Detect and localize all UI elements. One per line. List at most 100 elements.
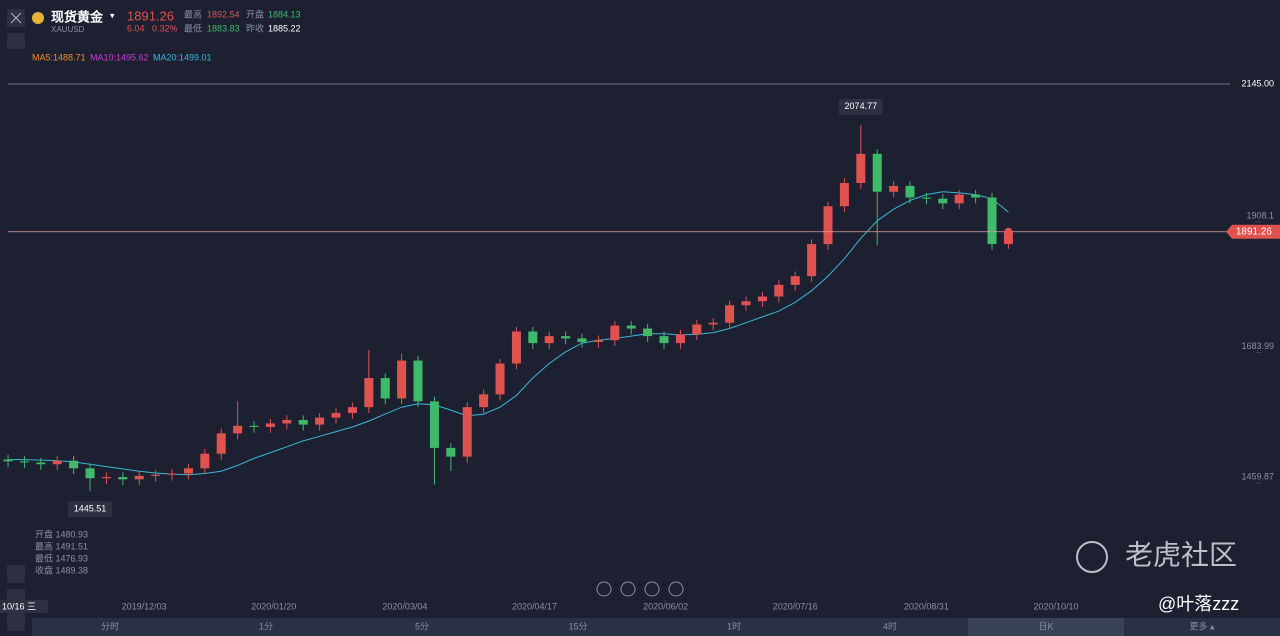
candle-body [446, 447, 456, 457]
candle-body [544, 336, 554, 344]
tab[interactable]: 4时 [883, 620, 897, 631]
candle-body [347, 407, 357, 413]
candle-body [282, 419, 292, 424]
stat-value: 1885.22 [268, 23, 301, 33]
zoom-in[interactable] [668, 581, 684, 597]
title: 现货黄金 [51, 9, 104, 24]
candle-body [954, 194, 964, 204]
tool-button[interactable] [7, 613, 25, 631]
info: 开盘 1480.93 [35, 528, 88, 539]
zoom-out[interactable] [596, 581, 612, 597]
stat-label: 开盘 [246, 8, 264, 19]
x-tick-label: 2020/04/17 [512, 601, 557, 611]
candle-body [413, 360, 423, 402]
candle-body [36, 462, 46, 465]
tab[interactable]: 15分 [568, 621, 587, 631]
candle-body [610, 325, 620, 341]
candle-body [856, 153, 866, 183]
change-pct: 0.32% [152, 23, 178, 33]
gold-icon [32, 12, 44, 24]
tab[interactable]: 5分 [415, 621, 429, 631]
candle-body [3, 459, 13, 462]
watermark: 老虎社区 [1125, 539, 1237, 570]
candle-body [561, 336, 571, 339]
close-icon [10, 12, 22, 24]
candle-body [265, 423, 275, 427]
candle-body [134, 475, 144, 480]
indicator: MA10:1495.62 [90, 52, 149, 62]
x-tick-label: 2020/01/20 [251, 601, 296, 611]
y-tick-label: 1908.1 [1246, 210, 1274, 220]
candle-body [872, 153, 882, 192]
tab[interactable]: 1分 [259, 621, 273, 631]
dropdown[interactable]: ▾ [110, 10, 115, 20]
candle-body [626, 325, 636, 329]
candle-body [495, 363, 505, 395]
watermark-user: @叶落zzz [1158, 594, 1239, 614]
stat-value: 1892.54 [207, 9, 240, 19]
min-tag [68, 501, 113, 518]
candle-body [298, 419, 308, 425]
candle-body [741, 301, 751, 306]
candle-body [839, 182, 849, 207]
alert-label: 2145.00 [1241, 78, 1274, 88]
candle-body [987, 197, 997, 245]
x-tick-label: 2020/08/31 [904, 601, 949, 611]
y-tick-label: 1459.87 [1241, 471, 1274, 481]
indicator: MA20:1499.01 [153, 52, 212, 62]
symbol: XAUUSD [51, 25, 85, 34]
candle-body [593, 340, 603, 342]
scroll-start[interactable] [620, 581, 636, 597]
candle-body [101, 477, 111, 479]
candle-body [331, 412, 341, 418]
candle-body [511, 331, 521, 364]
tab[interactable]: 1时 [727, 620, 741, 631]
price-tag [1226, 224, 1280, 239]
candle-body [118, 477, 128, 480]
stat-label: 最低 [184, 22, 202, 33]
tab[interactable]: 分时 [101, 620, 119, 631]
candle-body [921, 197, 931, 199]
scroll-end[interactable] [644, 581, 660, 597]
x-tick-label: 2020/06/02 [643, 601, 688, 611]
stat-label: 昨收 [246, 22, 264, 33]
max-tag [838, 98, 883, 115]
candle-body [52, 460, 62, 465]
candle-body [889, 185, 899, 192]
candle-body [151, 474, 161, 476]
candle-body [1003, 231, 1013, 245]
indicator: MA5:1488.71 [32, 52, 86, 62]
candle-body [774, 284, 784, 297]
candle-body [249, 425, 259, 427]
tab[interactable]: 日K [1038, 621, 1053, 631]
stat-label: 最高 [184, 8, 202, 19]
x-tick-label: 2019/12/03 [122, 601, 167, 611]
candle-body [200, 453, 210, 469]
y-tick-label: 1683.99 [1241, 341, 1274, 351]
candle-body [69, 460, 79, 469]
cursor-date: 10/16 三 [2, 601, 36, 611]
x-tick-label: 2020/10/10 [1033, 601, 1078, 611]
watermark-logo [1076, 541, 1108, 573]
candle-body [971, 194, 981, 198]
stat-value: 1884.13 [268, 9, 301, 19]
candle-body [216, 433, 226, 454]
draw-tool[interactable] [7, 33, 25, 49]
tool-button[interactable] [7, 565, 25, 583]
candle-body [643, 328, 653, 337]
candle-body [807, 244, 817, 277]
candle-body [397, 360, 407, 399]
candle-body [725, 305, 735, 323]
tab[interactable]: 更多 ▴ [1189, 620, 1215, 631]
candle-body [183, 468, 193, 474]
max-label: 2074.77 [845, 101, 878, 111]
candle-body [380, 378, 390, 399]
candle-body [692, 324, 702, 335]
candle-body [938, 198, 948, 204]
change: 6.04 [127, 23, 145, 33]
x-tick-label: 2020/07/16 [773, 601, 818, 611]
candle-body [233, 425, 243, 434]
